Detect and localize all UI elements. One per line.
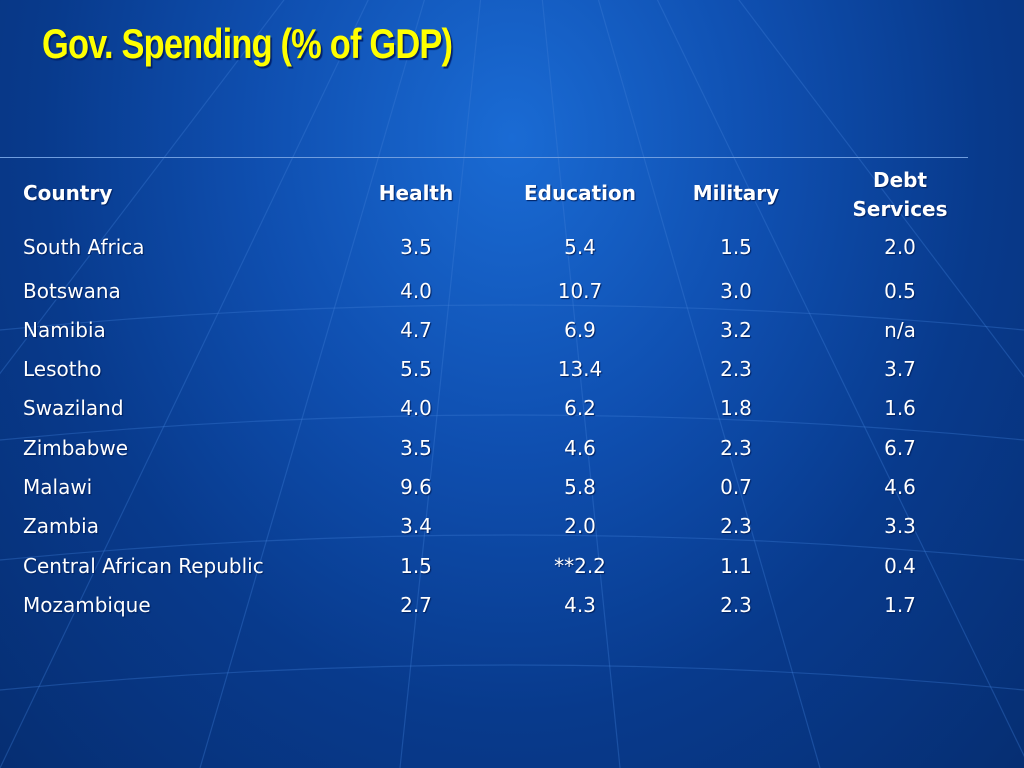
table-cell-education: 6.9 <box>564 318 596 342</box>
table-cell-education: 10.7 <box>557 279 603 303</box>
table-row-country: Swaziland <box>23 396 124 420</box>
table-cell-education: 4.3 <box>564 593 596 617</box>
table-row-country: Lesotho <box>23 357 102 381</box>
table-cell-education: 2.0 <box>564 514 596 538</box>
table-cell-health: 2.7 <box>400 593 432 617</box>
table-cell-military: 1.8 <box>720 396 752 420</box>
table-cell-education: 5.8 <box>564 475 596 499</box>
table-row-country: Zimbabwe <box>23 436 129 460</box>
table-cell-health: 9.6 <box>400 475 432 499</box>
column-header-debt-services: Debt Services <box>852 168 948 221</box>
table-row-country: Namibia <box>23 318 106 342</box>
table-cell-health: 3.5 <box>400 235 432 259</box>
table-row-country: Mozambique <box>23 593 151 617</box>
table-row-country: Malawi <box>23 475 93 499</box>
table-row-country: Zambia <box>23 514 99 538</box>
column-header-education: Education <box>524 181 636 205</box>
table-row-country: Central African Republic <box>23 554 264 578</box>
table-cell-debt-services: 6.7 <box>884 436 916 460</box>
table-row-country: South Africa <box>23 235 145 259</box>
table-cell-military: 3.2 <box>720 318 752 342</box>
table-cell-debt-services: 3.3 <box>884 514 916 538</box>
table-cell-debt-services: 1.7 <box>884 593 916 617</box>
table-cell-education: 13.4 <box>557 357 603 381</box>
table-cell-debt-services: 1.6 <box>884 396 916 420</box>
table-cell-health: 1.5 <box>400 554 432 578</box>
table-cell-military: 1.5 <box>720 235 752 259</box>
table-cell-education: **2.2 <box>554 554 606 578</box>
table-cell-health: 4.7 <box>400 318 432 342</box>
table-cell-debt-services: n/a <box>884 318 916 342</box>
table-cell-military: 2.3 <box>720 514 752 538</box>
table-cell-military: 2.3 <box>720 357 752 381</box>
table-cell-debt-services: 0.5 <box>884 279 916 303</box>
slide-title: Gov. Spending (% of GDP) <box>42 20 453 67</box>
table-cell-debt-services: 4.6 <box>884 475 916 499</box>
table-cell-education: 6.2 <box>564 396 596 420</box>
table-cell-health: 3.5 <box>400 436 432 460</box>
column-header-country: Country <box>23 181 113 205</box>
table-cell-health: 4.0 <box>400 396 432 420</box>
table-cell-debt-services: 3.7 <box>884 357 916 381</box>
table-row-country: Botswana <box>23 279 121 303</box>
table-cell-health: 5.5 <box>400 357 432 381</box>
table-cell-military: 2.3 <box>720 436 752 460</box>
table-cell-education: 4.6 <box>564 436 596 460</box>
table-cell-health: 4.0 <box>400 279 432 303</box>
table-cell-military: 1.1 <box>720 554 752 578</box>
table-cell-military: 0.7 <box>720 475 752 499</box>
table-cell-military: 3.0 <box>720 279 752 303</box>
table-cell-debt-services: 2.0 <box>884 235 916 259</box>
table-cell-health: 3.4 <box>400 514 432 538</box>
table-cell-education: 5.4 <box>564 235 596 259</box>
column-header-health: Health <box>378 181 454 205</box>
table-cell-debt-services: 0.4 <box>884 554 916 578</box>
column-header-military: Military <box>692 181 780 205</box>
header-divider <box>0 157 968 158</box>
table-cell-military: 2.3 <box>720 593 752 617</box>
